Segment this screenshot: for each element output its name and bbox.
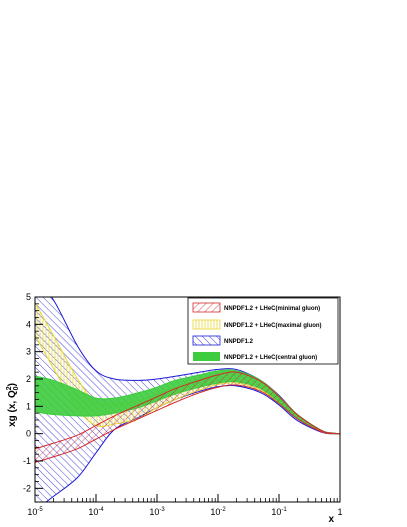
- y-tick-label: -2: [23, 483, 31, 493]
- y-tick-label: 2: [26, 374, 31, 384]
- x-axis-title: x: [328, 514, 334, 525]
- legend-item-nnpdf1-2-lhec-minimal-gluon: NNPDF1.2 + LHeC(minimal gluon): [192, 302, 320, 313]
- legend-item-nnpdf1-2-lhec-maximal-gluon: NNPDF1.2 + LHeC(maximal gluon): [192, 319, 322, 330]
- y-axis: -2 -1 0 1 2 3 4 5: [23, 292, 43, 503]
- y-axis-title-end: ): [7, 383, 18, 386]
- legend-swatch: [193, 352, 220, 361]
- band-nnpdf1-2-lhec-minimal-gluon: [35, 371, 340, 463]
- y-axis-title-main: xg (x, Q: [7, 390, 18, 427]
- x-tick-label: 10-4: [88, 507, 104, 517]
- y-axis-title-sub: 0: [13, 386, 20, 390]
- legend-label: NNPDF1.2: [224, 339, 254, 345]
- legend-item-nnpdf1-2: NNPDF1.2: [192, 335, 254, 346]
- plot-bands: [35, 297, 340, 502]
- y-tick-label: 0: [26, 429, 31, 439]
- y-tick-label: 1: [26, 401, 31, 411]
- y-tick-label: 3: [26, 347, 31, 357]
- x-tick-label: 10-2: [210, 507, 226, 517]
- x-tick-label: 10-1: [271, 507, 287, 517]
- legend-label: NNPDF1.2 + LHeC(minimal gluon): [224, 306, 320, 312]
- legend-item-nnpdf1-2-lhec-central-gluon: NNPDF1.2 + LHeC(central gluon): [193, 352, 317, 361]
- band-hatch: [35, 371, 340, 463]
- legend-swatch: [192, 319, 221, 330]
- band-upper-edge: [35, 371, 340, 450]
- x-tick-label: 10-5: [27, 507, 43, 517]
- x-tick-label: 1: [337, 507, 342, 517]
- y-tick-label: -1: [23, 456, 31, 466]
- legend-swatch: [192, 302, 221, 313]
- x-axis: 10-5 10-4 10-3 10-2 10-1 1: [27, 494, 343, 517]
- legend-label: NNPDF1.2 + LHeC(central gluon): [224, 355, 317, 361]
- legend: NNPDF1.2 + LHeC(minimal gluon) NNPDF1.2 +…: [187, 297, 339, 365]
- band-lower-edge: [35, 384, 340, 463]
- y-tick-label: 5: [26, 292, 31, 302]
- x-tick-label: 10-3: [149, 507, 165, 517]
- legend-label: NNPDF1.2 + LHeC(maximal gluon): [224, 323, 322, 329]
- y-tick-label: 4: [26, 319, 31, 329]
- y-axis-title: xg (x, Q20): [6, 383, 20, 427]
- y-axis-title-sup: 2: [6, 386, 13, 390]
- legend-swatch: [192, 335, 221, 346]
